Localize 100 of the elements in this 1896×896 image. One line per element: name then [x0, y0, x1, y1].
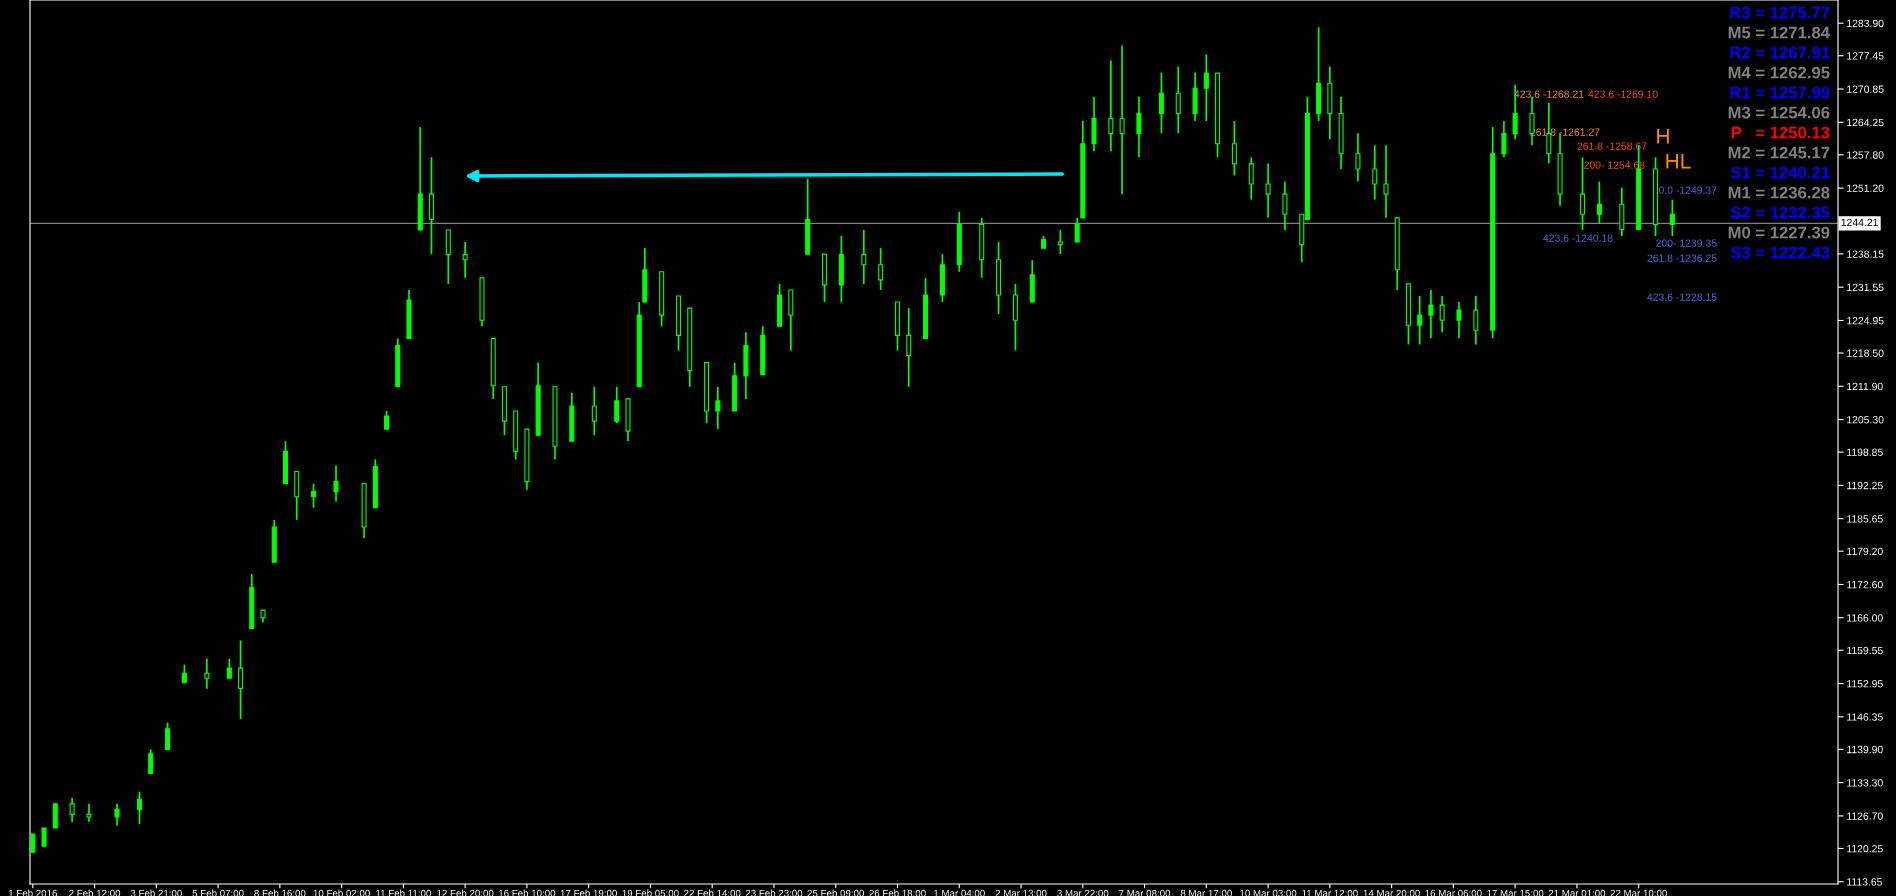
y-tick-label: 1264.25 — [1847, 118, 1884, 127]
y-tick-label: 1179.20 — [1847, 547, 1883, 556]
y-tick-label: 1159.55 — [1847, 646, 1883, 655]
y-tick-label: 1185.65 — [1847, 515, 1883, 523]
y-tick-label: 1251.20 — [1847, 184, 1884, 192]
candlestick — [1057, 229, 1063, 255]
candlestick — [41, 827, 47, 848]
y-tick-label: 1139.90 — [1847, 745, 1883, 754]
annotation: M0 = 1227.39 — [1728, 226, 1830, 239]
annotation: 261.8 -1236.25 — [1647, 254, 1717, 262]
candlestick — [226, 657, 232, 680]
x-tick-label: 2 Mar 13:00 — [995, 889, 1047, 896]
candlestick — [906, 307, 912, 388]
x-tick-label: 23 Feb 23:00 — [745, 889, 803, 896]
x-tick-label: 8 Feb 16:00 — [254, 889, 306, 896]
annotation: M5 = 1271.84 — [1728, 26, 1830, 39]
candlestick — [1175, 65, 1181, 134]
candlestick — [165, 721, 171, 751]
y-tick-label: 1218.50 — [1847, 349, 1884, 357]
x-tick-label: 11 Mar 12:00 — [1302, 889, 1358, 896]
annotation: 423.6 -1228.15 — [1647, 293, 1717, 301]
x-tick-label: 10 Feb 02:00 — [313, 889, 370, 896]
annotation: HL — [1666, 154, 1691, 169]
x-tick-label: 3 Feb 21:00 — [130, 889, 182, 896]
y-tick-label: 1120.25 — [1847, 844, 1883, 853]
candlestick — [1383, 144, 1389, 219]
candlestick — [1669, 198, 1675, 237]
candlestick — [1439, 295, 1445, 334]
annotation: M2 = 1245.17 — [1728, 146, 1830, 159]
candlestick — [1580, 156, 1586, 231]
annotation: R2 = 1267.91 — [1730, 46, 1830, 59]
x-tick-label: 11 Feb 11:00 — [376, 889, 431, 896]
candlestick — [1136, 95, 1142, 159]
annotation: S3 = 1222.43 — [1730, 246, 1830, 259]
annotation: H — [1657, 129, 1669, 144]
candlestick — [1248, 156, 1254, 201]
candlestick — [384, 410, 390, 430]
y-tick-label: 1211.90 — [1847, 382, 1883, 391]
x-tick-label: 1 Mar 04:00 — [934, 889, 985, 896]
x-tick-label: 25 Feb 09:00 — [807, 889, 865, 896]
candlestick — [591, 385, 597, 437]
candlestick — [1158, 71, 1164, 134]
annotation: R1 = 1257.99 — [1730, 86, 1830, 99]
annotation: 0.0 -1249.37 — [1658, 186, 1717, 194]
y-tick-label: 1238.15 — [1847, 250, 1884, 258]
candlestick — [462, 241, 468, 279]
x-tick-label: 10 Mar 03:00 — [1240, 889, 1297, 896]
candlestick — [204, 657, 210, 690]
x-tick-label: 16 Mar 06:00 — [1425, 889, 1482, 896]
y-tick-label: 1257.80 — [1847, 151, 1884, 159]
candlestick — [86, 802, 92, 823]
candlestick — [1265, 162, 1271, 219]
x-tick-label: 17 Feb 19:00 — [560, 889, 617, 896]
annotation: R3 = 1275.77 — [1730, 6, 1830, 19]
candlestick — [181, 663, 187, 684]
y-tick-label: 1172.60 — [1847, 580, 1883, 589]
candlestick — [1231, 120, 1237, 177]
y-tick-label: 1126.70 — [1847, 812, 1883, 820]
y-tick-label: 1205.30 — [1847, 416, 1884, 424]
x-tick-label: 17 Mar 15:00 — [1487, 889, 1544, 896]
annotation: 200- 1239.35 — [1656, 239, 1717, 247]
candlestick — [1417, 295, 1423, 346]
x-tick-label: 7 Mar 08:00 — [1119, 889, 1171, 896]
candlestick — [1501, 120, 1507, 159]
x-tick-label: 19 Feb 05:00 — [622, 889, 679, 896]
x-tick-label: 16 Feb 10:00 — [499, 889, 556, 896]
candlestick — [238, 639, 244, 720]
annotation: M4 = 1262.95 — [1728, 66, 1830, 79]
candlestick — [1203, 53, 1209, 122]
y-tick-label: 1146.35 — [1847, 713, 1883, 721]
x-tick-label: 8 Mar 17:00 — [1180, 889, 1232, 896]
candlestick — [148, 748, 154, 775]
annotation: S1 = 1240.21 — [1730, 166, 1830, 179]
y-tick-label: 1166.00 — [1847, 614, 1883, 622]
x-tick-label: 1 Feb 2016 — [8, 889, 57, 896]
candlestick — [1456, 301, 1462, 340]
annotation: S2 = 1232.35 — [1730, 206, 1830, 219]
annotation: 261.8 -1258.67 — [1577, 142, 1647, 150]
annotation: M3 = 1254.06 — [1728, 106, 1830, 119]
candlestick — [715, 385, 721, 430]
candlestick — [861, 229, 867, 285]
candlestick — [30, 833, 36, 854]
x-tick-label: 5 Feb 07:00 — [192, 889, 244, 896]
candlestick — [1596, 180, 1602, 225]
y-tick-label: 1113.65 — [1847, 878, 1883, 886]
candlestick — [136, 790, 143, 825]
candlestick — [1282, 180, 1288, 231]
annotation: 423.6 -1240.18 — [1543, 234, 1613, 242]
y-tick-label: 1277.45 — [1847, 52, 1884, 60]
candlestick — [1074, 217, 1080, 243]
annotation: M1 = 1236.28 — [1728, 186, 1830, 199]
candlestick — [1428, 289, 1434, 340]
candlestick — [1372, 144, 1378, 201]
x-tick-label: 26 Feb 18:00 — [869, 889, 926, 896]
candlestick — [333, 464, 339, 503]
y-tick-label: 1152.95 — [1847, 680, 1883, 688]
candlestick — [69, 796, 75, 823]
y-tick-label: 1133.30 — [1847, 779, 1883, 787]
candlestick — [1119, 44, 1125, 195]
candlestick — [614, 385, 620, 424]
